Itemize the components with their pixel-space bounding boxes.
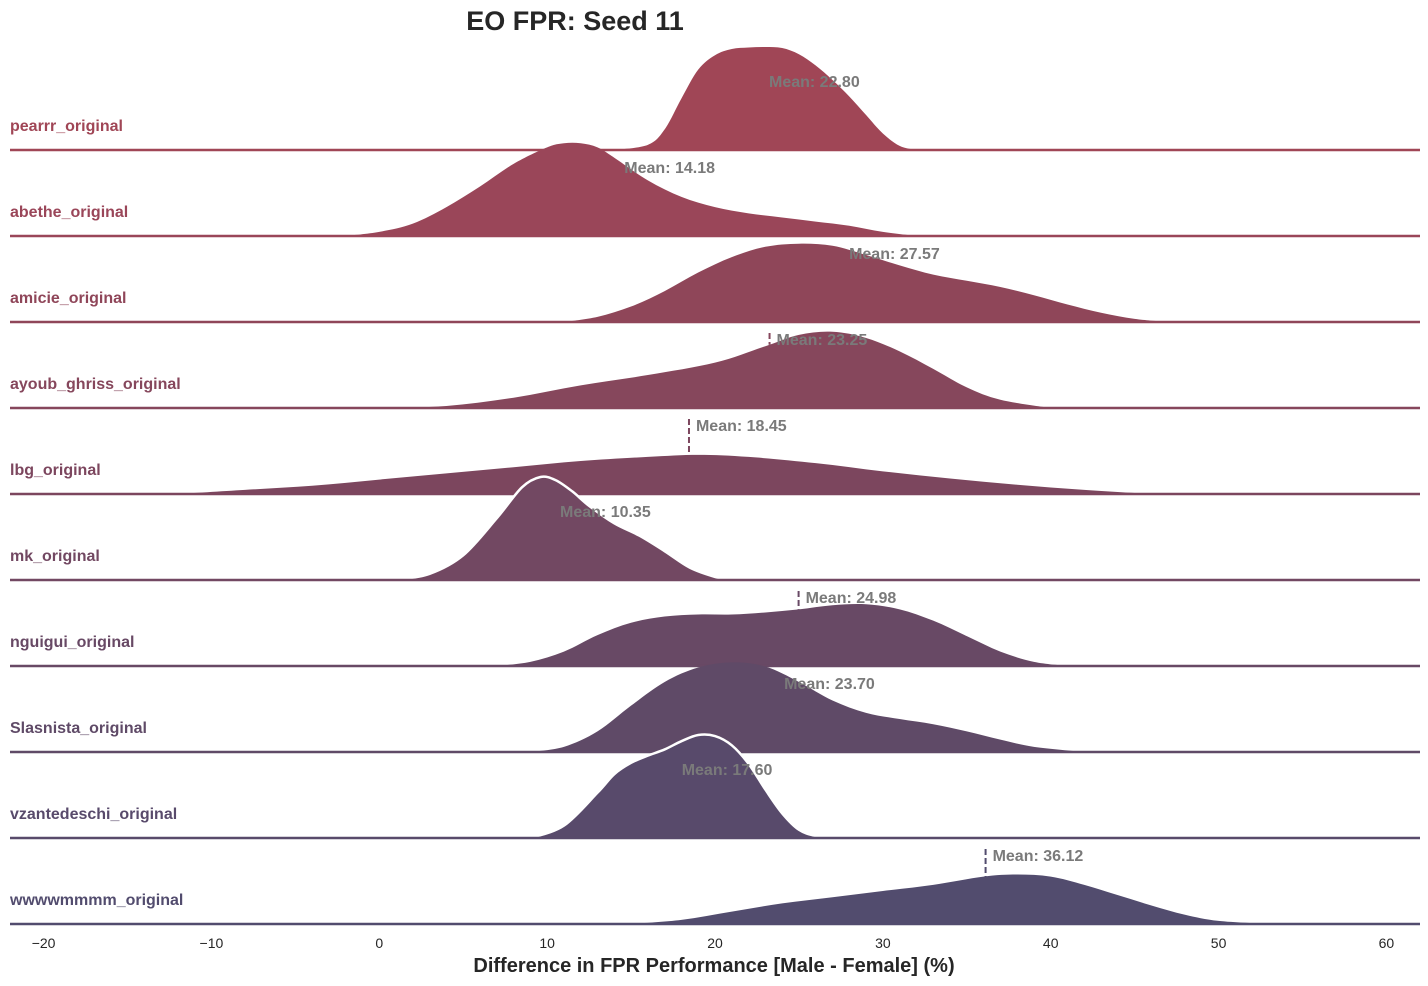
mean-label: Mean: 22.80 <box>769 74 860 91</box>
x-tick-label: 60 <box>1379 935 1395 951</box>
mean-label: Mean: 27.57 <box>849 246 940 263</box>
density-area <box>631 874 1269 924</box>
x-tick-label: 10 <box>539 935 555 951</box>
density-area <box>563 243 1169 322</box>
ridge-amicie_original: Mean: 27.57 amicie_original <box>10 243 1420 324</box>
series-label: wwwwmmmm_original <box>9 892 183 909</box>
ridge-wwwwmmmm_original: Mean: 36.12 wwwwmmmm_original <box>9 848 1420 926</box>
ridge-mk_original: Mean: 10.35 mk_original <box>10 475 1420 582</box>
density-outline <box>395 475 733 582</box>
x-tick-label: −20 <box>32 935 56 951</box>
density-area <box>396 476 732 580</box>
chart-title: EO FPR: Seed 11 <box>466 6 684 36</box>
mean-label: Mean: 36.12 <box>993 848 1084 865</box>
ridge-ayoub_ghriss_original: Mean: 23.25 ayoub_ghriss_original <box>10 331 1420 410</box>
ridge-vzantedeschi_original: Mean: 17.60 vzantedeschi_original <box>10 733 1420 840</box>
x-tick-label: 0 <box>375 935 383 951</box>
series-label: abethe_original <box>10 204 128 221</box>
x-axis: −20 −10 0 10 20 30 40 50 60 <box>32 935 1395 951</box>
series-label: amicie_original <box>10 290 127 307</box>
series-label: mk_original <box>10 548 100 565</box>
ridge-lbg_original: Mean: 18.45 lbg_original <box>10 418 1420 496</box>
mean-label: Mean: 23.25 <box>777 332 868 349</box>
x-axis-label: Difference in FPR Performance [Male - Fe… <box>473 955 954 977</box>
mean-label: Mean: 18.45 <box>696 418 787 435</box>
mean-label: Mean: 24.98 <box>806 590 897 607</box>
mean-label: Mean: 23.70 <box>784 676 875 693</box>
ridge-pearrr_original: Mean: 22.80 pearrr_original <box>10 46 1420 152</box>
series-label: pearrr_original <box>10 118 123 135</box>
series-label: nguigui_original <box>10 634 134 651</box>
density-area <box>614 46 917 150</box>
series-label: lbg_original <box>10 462 101 479</box>
x-tick-label: 40 <box>1043 935 1059 951</box>
mean-label: Mean: 14.18 <box>624 160 715 177</box>
series-label: Slasnista_original <box>10 720 147 737</box>
x-tick-label: 20 <box>707 935 723 951</box>
mean-label: Mean: 17.60 <box>682 762 773 779</box>
ridge-abethe_original: Mean: 14.18 abethe_original <box>10 142 1420 238</box>
x-tick-label: −10 <box>200 935 224 951</box>
density-area <box>379 331 1051 408</box>
ridges-group: Mean: 22.80 pearrr_original Mean: 14.18 abe… <box>9 46 1420 926</box>
x-tick-label: 30 <box>875 935 891 951</box>
density-outline <box>529 733 833 840</box>
x-tick-label: 50 <box>1211 935 1227 951</box>
mean-label: Mean: 10.35 <box>560 504 651 521</box>
series-label: vzantedeschi_original <box>10 806 177 823</box>
density-area <box>345 142 917 236</box>
density-area <box>496 603 1068 666</box>
density-area <box>177 454 1152 494</box>
density-area <box>530 734 833 838</box>
density-area <box>530 662 1085 752</box>
ridge-nguigui_original: Mean: 24.98 nguigui_original <box>10 590 1420 668</box>
series-label: ayoub_ghriss_original <box>10 376 181 393</box>
